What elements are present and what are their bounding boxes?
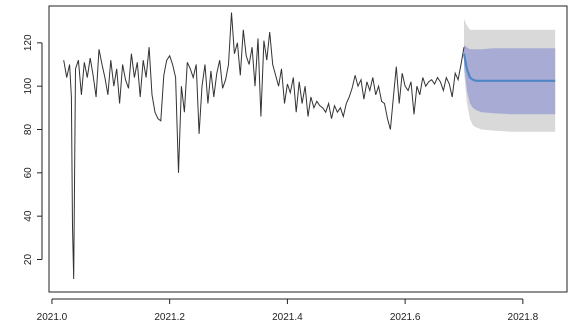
y-axis: 20 40 60 80 100 120 [23, 34, 43, 266]
x-tick-label: 2021.4 [272, 312, 303, 323]
y-tick-label: 60 [23, 167, 34, 179]
history-series-line [63, 12, 465, 280]
y-tick-label: 100 [23, 77, 34, 94]
band-80-interval [464, 45, 556, 115]
x-tick-label: 2021.6 [390, 312, 421, 323]
x-tick-label: 2021.8 [508, 312, 539, 323]
forecast-interval-bands [464, 19, 556, 132]
y-tick-label: 20 [23, 254, 34, 266]
x-tick-label: 2021.2 [154, 312, 185, 323]
x-tick-label: 2021.0 [37, 312, 68, 323]
forecast-mean-group [462, 53, 556, 82]
plot-frame [48, 5, 568, 293]
x-axis: 2021.0 2021.2 2021.4 2021.6 2021.8 [37, 298, 539, 323]
y-tick-label: 120 [23, 34, 34, 51]
y-tick-label: 80 [23, 124, 34, 136]
y-tick-label: 40 [23, 210, 34, 222]
history-series-group [63, 12, 465, 280]
forecast-mean-line [462, 53, 556, 82]
